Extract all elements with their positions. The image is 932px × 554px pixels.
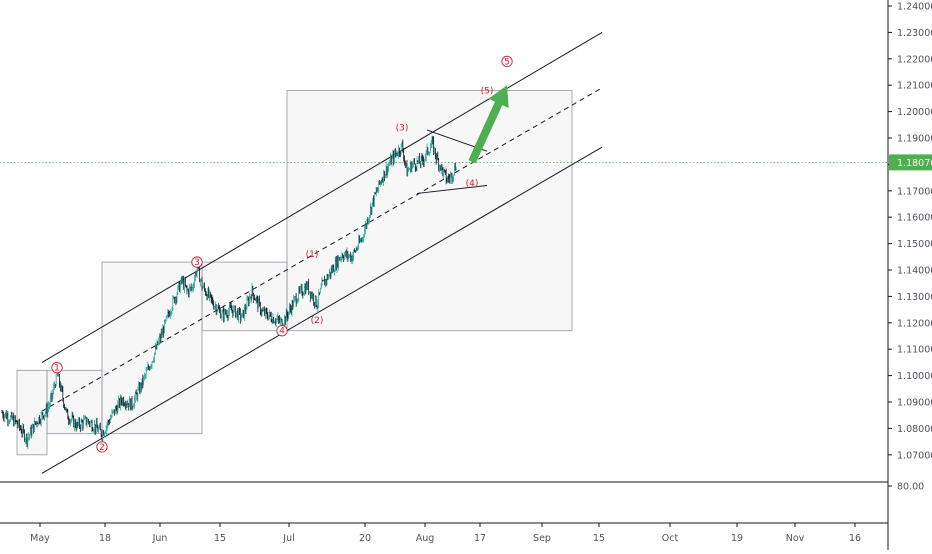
y-tick-label: 1.17000 (897, 186, 932, 197)
y-tick-label: 1.10000 (897, 371, 932, 382)
wave-label: 5 (504, 57, 510, 67)
channel-lower-line (41, 146, 603, 474)
wave-label: (3) (396, 123, 409, 133)
wave-label: 1 (54, 364, 60, 374)
x-tick-label: Sep (533, 533, 551, 544)
y-tick-label: 1.07000 (897, 450, 932, 461)
wave-circle (191, 256, 203, 268)
wave-label: (1) (306, 250, 319, 260)
x-tick-label: 16 (849, 533, 861, 544)
y-tick-label: 1.08000 (897, 424, 932, 435)
y-tick-label: 1.20000 (897, 107, 932, 118)
y-tick-label: 1.21000 (897, 81, 932, 92)
wave-label: 2 (99, 443, 105, 453)
target-arrow (468, 85, 509, 164)
y-tick-label: 1.09000 (897, 398, 932, 409)
wave-label: 3 (194, 258, 200, 268)
wave-label: (2) (311, 316, 324, 326)
wave-circle (96, 441, 108, 453)
y-tick-label: 1.22000 (897, 54, 932, 65)
y-tick-label: 1.16000 (897, 213, 932, 224)
x-tick-label: Oct (662, 533, 679, 544)
y-tick-label: 1.14000 (897, 266, 932, 277)
current-price-label: 1.18076 (897, 158, 932, 169)
lower-pane-label: 80.00 (897, 482, 924, 493)
x-tick-label: 17 (474, 533, 486, 544)
wave-label: (4) (466, 179, 479, 189)
wave-label: (5) (481, 86, 494, 96)
y-tick-label: 1.24000 (897, 2, 932, 13)
y-tick-label: 1.15000 (897, 239, 932, 250)
x-tick-label: Jun (152, 533, 168, 544)
wave-label: 4 (279, 327, 285, 337)
x-tick-label: 15 (593, 533, 605, 544)
channel-upper-line (41, 31, 603, 363)
y-tick-label: 1.19000 (897, 134, 932, 145)
y-tick-label: 1.23000 (897, 28, 932, 39)
x-tick-label: May (30, 533, 50, 544)
range-box (286, 90, 573, 332)
wave-circle (501, 55, 513, 68)
x-tick-label: 19 (731, 533, 743, 544)
x-tick-label: 15 (214, 533, 226, 544)
current-price-tag (889, 154, 932, 171)
triangle-lower-line (416, 185, 488, 194)
x-tick-label: Aug (416, 533, 435, 544)
y-tick-label: 1.12000 (897, 318, 932, 329)
wave-circle (51, 362, 63, 374)
x-tick-label: Jul (282, 533, 294, 544)
x-tick-label: 18 (99, 533, 111, 544)
x-tick-label: 20 (359, 533, 371, 544)
x-tick-label: Nov (786, 533, 805, 544)
y-tick-label: 1.11000 (897, 345, 932, 356)
wave-circle (276, 325, 288, 337)
y-tick-label: 1.13000 (897, 292, 932, 303)
